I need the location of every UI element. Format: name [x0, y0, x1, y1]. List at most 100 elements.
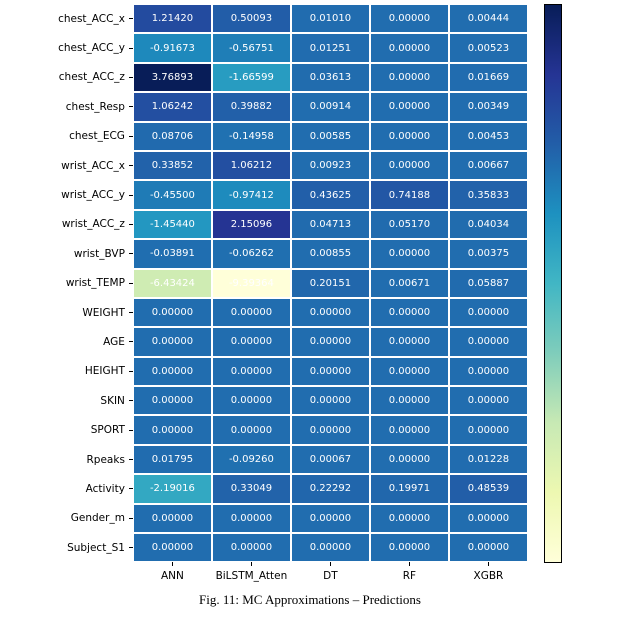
heatmap-cell: 0.00000 — [449, 298, 528, 327]
heatmap-cell: 0.00000 — [212, 386, 291, 415]
heatmap-cell: 0.33049 — [212, 474, 291, 503]
heatmap-cell: 0.01795 — [133, 445, 212, 474]
heatmap-cell: 0.00000 — [212, 415, 291, 444]
row-label: wrist_BVP — [58, 239, 129, 268]
heatmap-cell: 0.00000 — [370, 63, 449, 92]
heatmap-cell: 0.00523 — [449, 33, 528, 62]
heatmap-cell: 0.00000 — [133, 357, 212, 386]
heatmap-cell: 0.00000 — [133, 533, 212, 562]
heatmap-cell: 0.00000 — [370, 92, 449, 121]
heatmap-cell: -0.03891 — [133, 239, 212, 268]
heatmap-cell: -0.14958 — [212, 122, 291, 151]
heatmap-cell: 0.00000 — [291, 533, 370, 562]
heatmap-cell: 0.00000 — [133, 327, 212, 356]
heatmap-cell: 1.06242 — [133, 92, 212, 121]
heatmap-cell: 0.00000 — [370, 4, 449, 33]
row-label: chest_ACC_x — [58, 4, 129, 33]
heatmap-cell: 0.08706 — [133, 122, 212, 151]
row-label: Rpeaks — [58, 445, 129, 474]
heatmap-cell: 3.76893 — [133, 63, 212, 92]
row-label: wrist_TEMP — [58, 269, 129, 298]
heatmap-cell: 0.00000 — [291, 415, 370, 444]
heatmap-cell: 1.06212 — [212, 151, 291, 180]
heatmap-cell: 0.35833 — [449, 180, 528, 209]
heatmap-cell: 0.05887 — [449, 269, 528, 298]
col-label: DT — [291, 566, 370, 582]
heatmap-cell: 0.39882 — [212, 92, 291, 121]
heatmap-cell: 0.00000 — [370, 445, 449, 474]
heatmap-cell: 0.00000 — [291, 504, 370, 533]
heatmap-cell: 0.43625 — [291, 180, 370, 209]
heatmap-cell: 0.19971 — [370, 474, 449, 503]
heatmap-cell: 0.00000 — [370, 415, 449, 444]
heatmap-cell: 0.00855 — [291, 239, 370, 268]
row-label: Activity — [58, 474, 129, 503]
heatmap-cell: 0.05170 — [370, 210, 449, 239]
row-label: SPORT — [58, 415, 129, 444]
heatmap-cell: 0.00453 — [449, 122, 528, 151]
figure-container: chest_ACC_xchest_ACC_ychest_ACC_zchest_R… — [4, 4, 616, 608]
heatmap-cell: 0.03613 — [291, 63, 370, 92]
heatmap-cell: 0.00000 — [449, 415, 528, 444]
heatmap-cell: 0.04034 — [449, 210, 528, 239]
row-label: wrist_ACC_x — [58, 151, 129, 180]
figure-caption: Fig. 11: MC Approximations – Predictions — [199, 592, 421, 608]
heatmap-cell: 0.00000 — [449, 386, 528, 415]
heatmap-cell: 0.00375 — [449, 239, 528, 268]
heatmap-cell: 0.00000 — [291, 327, 370, 356]
heatmap-cell: 0.00000 — [370, 122, 449, 151]
row-label: chest_Resp — [58, 92, 129, 121]
heatmap-cell: 0.00000 — [370, 239, 449, 268]
heatmap-cell: -2.19016 — [133, 474, 212, 503]
heatmap-cell: 0.00000 — [449, 504, 528, 533]
heatmap-cell: 0.00000 — [133, 298, 212, 327]
heatmap-cell: 0.01010 — [291, 4, 370, 33]
heatmap-cell: -1.45440 — [133, 210, 212, 239]
row-label: Gender_m — [58, 504, 129, 533]
heatmap-cell: 0.00000 — [370, 298, 449, 327]
heatmap-cell: 0.01251 — [291, 33, 370, 62]
heatmap-cell: 0.00000 — [449, 533, 528, 562]
heatmap-cell: 0.00000 — [370, 33, 449, 62]
heatmap-cell: 0.00000 — [370, 386, 449, 415]
heatmap-cell: 0.00000 — [133, 504, 212, 533]
heatmap-cell: 0.00914 — [291, 92, 370, 121]
row-label: AGE — [58, 327, 129, 356]
heatmap-cell: 0.00067 — [291, 445, 370, 474]
heatmap-cell: 0.01228 — [449, 445, 528, 474]
heatmap-cell: 0.00000 — [370, 327, 449, 356]
heatmap-cell: 0.00000 — [291, 298, 370, 327]
col-labels: ANNBiLSTM_AttenDTRFXGBR — [133, 566, 528, 582]
heatmap-cell: 0.00000 — [291, 357, 370, 386]
heatmap-cell: -0.09260 — [212, 445, 291, 474]
heatmap-cell: 0.00000 — [212, 533, 291, 562]
heatmap-cell: 0.48539 — [449, 474, 528, 503]
row-label: WEIGHT — [58, 298, 129, 327]
heatmap-cell: 0.00667 — [449, 151, 528, 180]
heatmap-cell: 0.00000 — [133, 415, 212, 444]
col-label: ANN — [133, 566, 212, 582]
heatmap-cell: 0.00000 — [370, 504, 449, 533]
heatmap-cell: 0.00000 — [212, 298, 291, 327]
heatmap-cell: -0.45500 — [133, 180, 212, 209]
colorbar-area — [544, 4, 562, 582]
heatmap-cell: 0.00671 — [370, 269, 449, 298]
heatmap-cell: 0.00000 — [449, 327, 528, 356]
heatmap-cell: -9.39364 — [212, 269, 291, 298]
heatmap-cell: 0.00000 — [212, 357, 291, 386]
heatmap-area: chest_ACC_xchest_ACC_ychest_ACC_zchest_R… — [58, 4, 562, 582]
heatmap-cell: -0.56751 — [212, 33, 291, 62]
heatmap-cell: 0.00444 — [449, 4, 528, 33]
row-label: wrist_ACC_z — [58, 210, 129, 239]
heatmap-cell: -0.91673 — [133, 33, 212, 62]
heatmap-cell: 0.00000 — [291, 386, 370, 415]
row-label: HEIGHT — [58, 357, 129, 386]
row-labels: chest_ACC_xchest_ACC_ychest_ACC_zchest_R… — [58, 4, 129, 582]
heatmap-cell: 0.00000 — [133, 386, 212, 415]
col-label: RF — [370, 566, 449, 582]
heatmap: 1.214200.500930.010100.000000.00444-0.91… — [133, 4, 528, 562]
heatmap-cell: 0.33852 — [133, 151, 212, 180]
heatmap-cell: 0.20151 — [291, 269, 370, 298]
heatmap-cell: 1.21420 — [133, 4, 212, 33]
heatmap-cell: 0.00923 — [291, 151, 370, 180]
